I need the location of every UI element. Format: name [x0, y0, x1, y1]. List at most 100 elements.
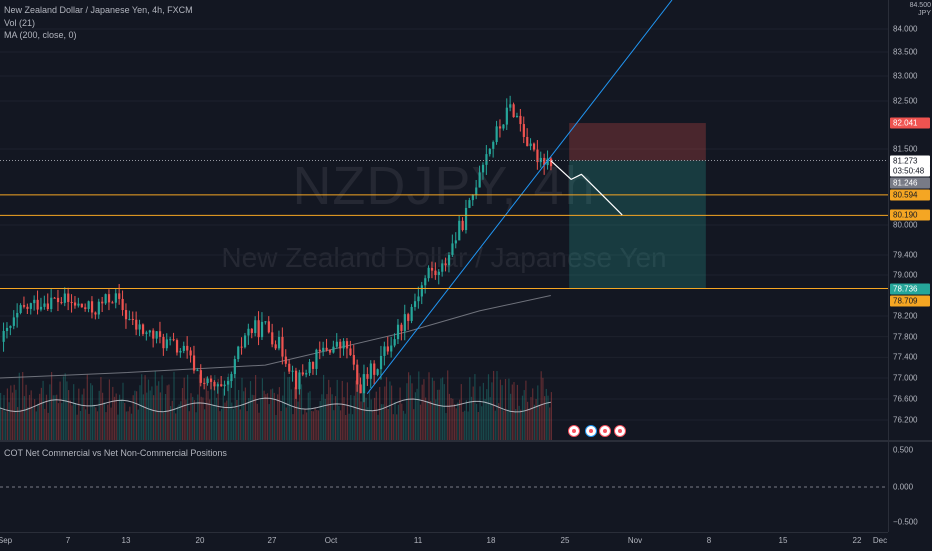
volume-bar [470, 396, 473, 440]
time-axis[interactable]: Sep 7 13 20 27 Oct 11 18 25 Nov 8 15 22 Dec [0, 532, 888, 551]
candle-body [50, 297, 53, 310]
volume-bar [88, 413, 90, 440]
level-price-tag: 78.709 [890, 295, 930, 307]
volume-bar [170, 405, 172, 440]
event-icon[interactable] [599, 425, 611, 437]
candle-body [526, 136, 529, 147]
candlestick-chart[interactable] [0, 0, 888, 440]
cot-legend[interactable]: COT Net Commercial vs Net Non-Commercial… [4, 448, 227, 458]
volume-bar [34, 399, 36, 440]
volume-bar [115, 393, 117, 440]
time-tick-label: Oct [324, 536, 338, 545]
volume-bar [423, 379, 425, 440]
ma-legend[interactable]: MA (200, close, 0) [4, 30, 77, 40]
time-tick-label: 13 [121, 536, 131, 545]
candle-body [107, 294, 111, 303]
volume-bar [380, 404, 382, 440]
volume-bar [27, 407, 29, 440]
volume-legend[interactable]: Vol (21) [4, 18, 36, 28]
candle-body [192, 355, 196, 371]
event-icon[interactable] [585, 425, 597, 437]
event-icon[interactable] [614, 425, 626, 437]
volume-bar [258, 412, 260, 440]
volume-bar [510, 393, 512, 440]
candle-body [509, 104, 512, 108]
candle-body [141, 324, 145, 334]
candle-body [420, 285, 423, 297]
volume-bar [251, 394, 253, 440]
volume-bar [273, 392, 275, 440]
time-tick-label: 15 [778, 536, 788, 545]
candle-body [274, 344, 277, 349]
volume-bar [96, 411, 99, 440]
volume-bar [533, 404, 535, 440]
candle-body [206, 378, 209, 384]
price-chart-pane[interactable]: NZDJPY, 4h New Zealand Dollar / Japanese… [0, 0, 888, 440]
candle-body [379, 355, 383, 370]
volume-bar [399, 387, 401, 440]
candle-body [356, 364, 359, 385]
candle-body [158, 331, 162, 337]
candle-body [498, 126, 502, 129]
volume-bar [102, 392, 104, 440]
volume-bar [282, 395, 284, 440]
candle-body [63, 293, 66, 303]
volume-bar [323, 374, 325, 440]
time-tick-label: 22 [852, 536, 862, 545]
volume-bar [321, 394, 323, 440]
volume-bar [59, 381, 61, 440]
projection-path [550, 160, 623, 216]
volume-bar [168, 384, 170, 440]
volume-bar [221, 408, 223, 440]
candle-body [260, 321, 264, 338]
candle-body [529, 143, 532, 147]
price-axis[interactable]: 84.500 JPY 84.000 83.500 83.000 82.500 81.50… [888, 0, 932, 532]
candle-body [288, 363, 291, 372]
currency-label: 84.500 JPY [910, 2, 931, 18]
candle-body [271, 332, 274, 345]
candle-body [118, 293, 121, 299]
volume-bar [51, 372, 53, 440]
volume-bar [15, 389, 17, 440]
volume-bar [95, 407, 97, 440]
volume-bar [49, 384, 51, 440]
volume-bar [54, 395, 56, 440]
volume-bar [10, 385, 12, 440]
event-icon[interactable] [568, 425, 580, 437]
volume-bar [498, 403, 500, 440]
chart-title[interactable]: New Zealand Dollar / Japanese Yen, 4h, F… [4, 5, 193, 15]
candle-body [454, 240, 457, 244]
volume-bar [90, 383, 92, 440]
volume-bar [329, 387, 331, 440]
volume-bar [379, 386, 381, 440]
candle-body [427, 267, 430, 279]
volume-bar [457, 402, 459, 440]
volume-bar [52, 395, 54, 440]
candle-body [145, 332, 148, 334]
volume-bar [521, 395, 524, 440]
volume-bar [173, 371, 175, 440]
volume-bar [302, 414, 304, 440]
volume-bar [508, 378, 510, 440]
volume-bar [486, 389, 488, 440]
pane-separator[interactable] [0, 440, 932, 442]
price-tick-label: 76.200 [893, 415, 918, 425]
time-tick-label: 8 [706, 536, 712, 545]
volume-bar [37, 404, 39, 440]
candle-body [237, 346, 240, 360]
volume-bar [530, 397, 532, 440]
volume-bar [482, 382, 484, 440]
volume-bar [336, 379, 338, 440]
candle-body [546, 158, 549, 166]
volume-bar [550, 392, 552, 440]
volume-bar [68, 390, 70, 440]
volume-bar [520, 409, 522, 440]
volume-bar [239, 409, 241, 440]
volume-bar [326, 394, 328, 440]
volume-bar [130, 413, 133, 440]
volume-bar [241, 377, 243, 440]
volume-bar [56, 394, 58, 440]
cot-indicator-pane[interactable]: COT Net Commercial vs Net Non-Commercial… [0, 442, 888, 532]
volume-bar [374, 397, 376, 440]
volume-bar [78, 388, 80, 440]
